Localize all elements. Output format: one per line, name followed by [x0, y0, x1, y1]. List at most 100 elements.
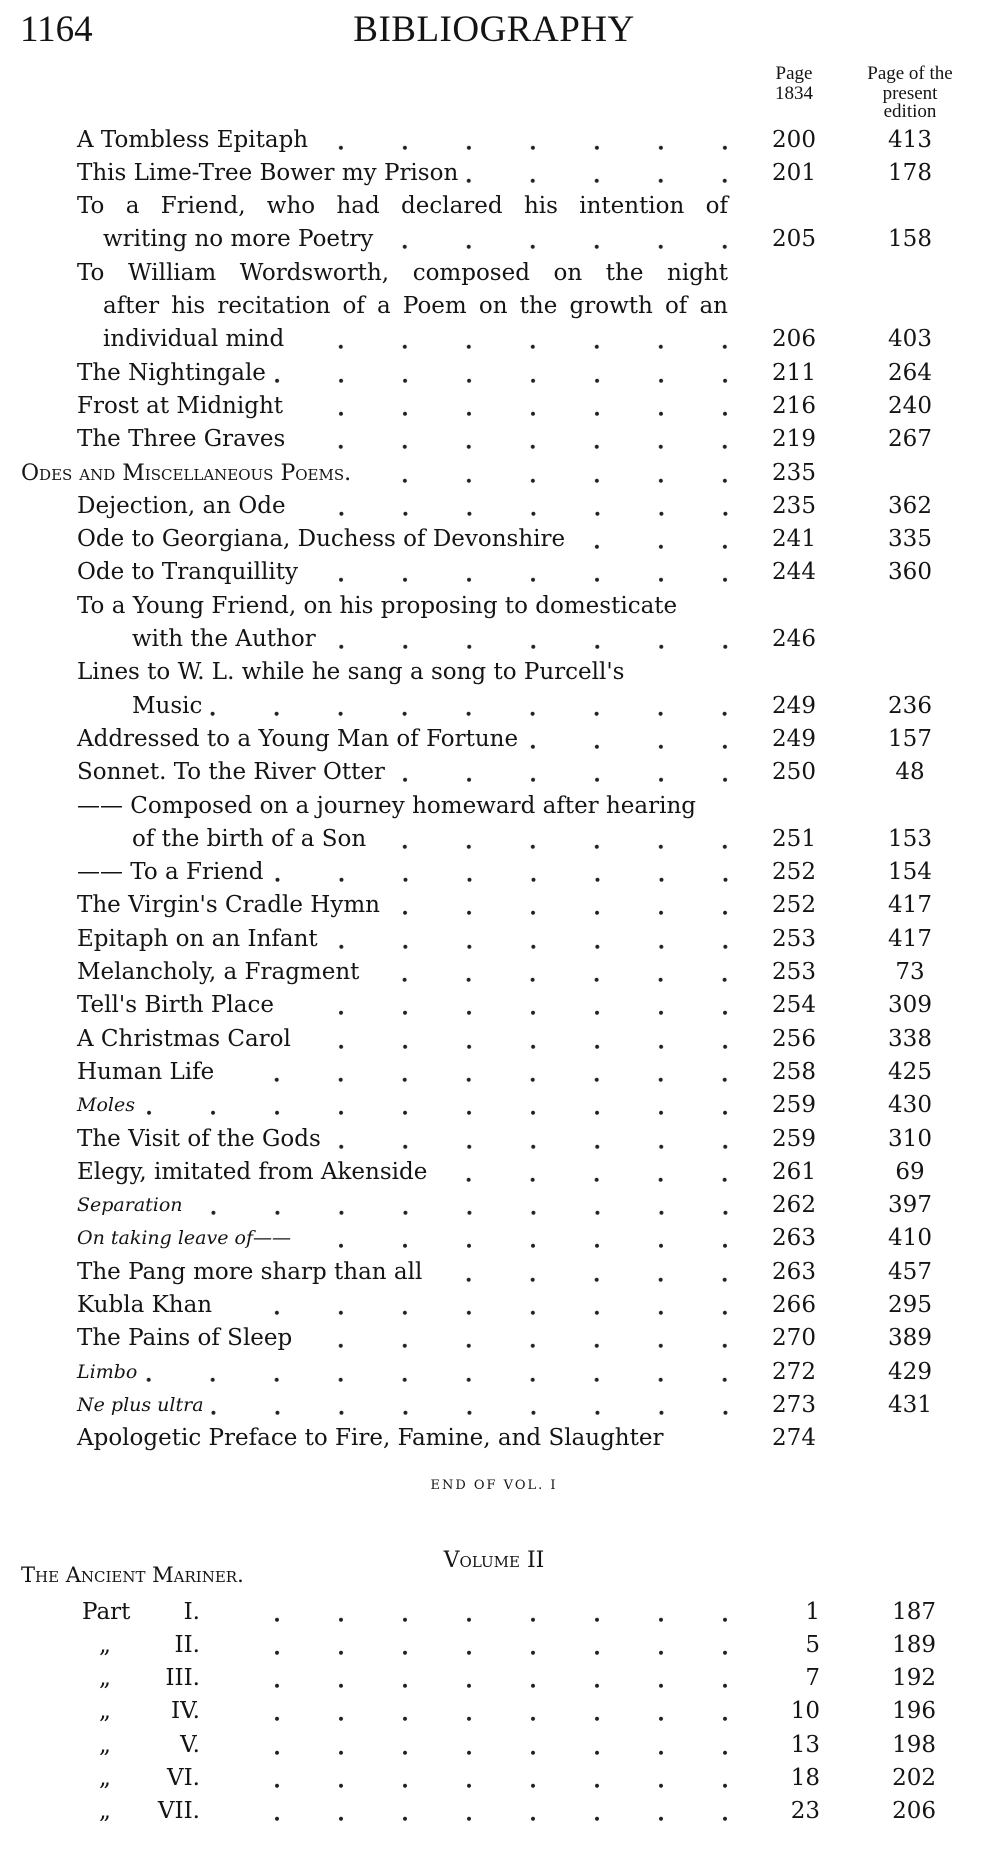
toc-entry: Frost at Midnight — [77, 389, 728, 423]
dot-leader — [291, 423, 728, 457]
end-of-volume-note: END OF VOL. I — [430, 1478, 558, 1493]
part-numeral: V. — [180, 1731, 200, 1758]
part-numeral: II. — [174, 1631, 200, 1658]
page-present-edition: 389 — [888, 1325, 932, 1352]
toc-entry: —— Composed on a journey homeward after … — [77, 790, 696, 823]
dot-leader — [216, 1762, 728, 1795]
part-label: Part — [82, 1598, 131, 1625]
entry-title: Separation — [77, 1194, 183, 1217]
dot-leader — [296, 1022, 728, 1056]
column-header-present-edition: Page of the present edition — [850, 64, 970, 122]
page-1834: 250 — [772, 759, 816, 786]
page-present-edition: 362 — [888, 492, 932, 519]
page-1834: 261 — [772, 1158, 816, 1185]
toc-entry: Odes and Miscellaneous Poems. — [21, 456, 728, 490]
entry-title: To a Friend, who had declared his intent… — [77, 193, 728, 220]
entry-title: This Lime-Tree Bower my Prison — [77, 159, 459, 186]
entry-title: Moles — [77, 1094, 135, 1117]
page-1834: 219 — [772, 426, 816, 453]
toc-entry: Sonnet. To the River Otter — [77, 756, 728, 790]
column-header-line: Page of the — [867, 63, 953, 84]
page-present-edition: 154 — [888, 859, 932, 886]
ditto-mark: „ — [99, 1731, 111, 1758]
toc-entry: Addressed to a Young Man of Fortune — [77, 722, 728, 756]
dot-leader — [216, 1628, 728, 1662]
page-1834: 252 — [772, 892, 816, 919]
page-1834: 273 — [772, 1391, 816, 1418]
page-1834: 256 — [772, 1025, 816, 1052]
page-present-edition: 189 — [892, 1631, 936, 1658]
part-numeral: I. — [183, 1598, 200, 1625]
page-present-edition: 335 — [888, 526, 932, 553]
entry-title: The Pang more sharp than all — [77, 1258, 423, 1285]
toc-entry: To a Young Friend, on his proposing to d… — [77, 590, 677, 623]
ditto-mark: „ — [99, 1665, 111, 1692]
page-1834: 10 — [790, 1698, 820, 1725]
page-1834: 253 — [772, 925, 816, 952]
part-numeral: VII. — [157, 1798, 200, 1825]
entry-title: The Visit of the Gods — [77, 1125, 321, 1152]
page-present-edition: 338 — [888, 1025, 932, 1052]
toc-entry: A Christmas Carol — [77, 1022, 728, 1056]
entry-title: Music — [132, 692, 203, 719]
dot-leader — [216, 1728, 728, 1762]
dot-leader — [428, 1255, 728, 1289]
page-present-edition: 457 — [888, 1258, 932, 1285]
page-present-edition: 360 — [888, 559, 932, 586]
dot-leader — [218, 1289, 728, 1322]
page-1834: 1 — [805, 1598, 820, 1625]
toc-entry: Dejection, an Ode — [77, 489, 728, 523]
page-1834: 254 — [772, 992, 816, 1019]
entry-title: The Virgin's Cradle Hymn — [77, 892, 380, 919]
page-present-edition: 309 — [888, 992, 932, 1019]
page-1834: 5 — [805, 1631, 820, 1658]
entry-title: Elegy, imitated from Akenside — [77, 1158, 428, 1185]
toc-entry: Melancholy, a Fragment — [77, 956, 728, 989]
dot-leader — [220, 1055, 728, 1089]
volume-2-heading: Volume II — [443, 1548, 545, 1573]
dot-leader — [385, 889, 728, 923]
dot-leader-row — [210, 1728, 728, 1762]
part-numeral: IV. — [171, 1698, 200, 1725]
entry-title: writing no more Poetry — [103, 226, 374, 253]
dot-leader — [216, 1695, 728, 1729]
page-1834: 246 — [772, 626, 816, 652]
part-numeral: III. — [165, 1665, 200, 1692]
ditto-mark: „ — [99, 1798, 111, 1825]
page-present-edition: 425 — [888, 1058, 932, 1085]
toc-entry: writing no more Poetry — [103, 223, 728, 257]
entry-title: Ne plus ultra — [77, 1393, 204, 1416]
entry-title: Lines to W. L. while he sang a song to P… — [77, 659, 625, 686]
entry-title: —— To a Friend — [77, 859, 264, 886]
toc-entry: Human Life — [77, 1055, 728, 1089]
toc-entry: of the birth of a Son — [132, 822, 728, 856]
dot-leader-row — [210, 1662, 728, 1696]
page-1834: 216 — [772, 392, 816, 419]
toc-entry: The Visit of the Gods — [77, 1122, 728, 1156]
page-1834: 272 — [772, 1358, 816, 1385]
page-present-edition: 192 — [892, 1665, 936, 1692]
toc-entry: The Three Graves — [77, 423, 728, 457]
entry-title: after his recitation of a Poem on the gr… — [103, 293, 728, 319]
toc-entry: Ode to Tranquillity — [77, 556, 728, 590]
entry-title: Tell's Birth Place — [77, 992, 274, 1019]
column-header-line: 1834 — [775, 83, 813, 104]
dot-leader — [303, 556, 728, 590]
toc-entry: The Nightingale — [77, 356, 728, 390]
toc-entry: Epitaph on an Infant — [77, 922, 728, 956]
toc-entry: Lines to W. L. while he sang a song to P… — [77, 656, 624, 689]
toc-entry: —— To a Friend — [77, 856, 728, 890]
entry-title: To a Young Friend, on his proposing to d… — [77, 592, 678, 619]
ditto-mark: „ — [99, 1631, 111, 1658]
page-present-edition: 206 — [892, 1798, 936, 1825]
page-1834: 201 — [772, 159, 816, 186]
page-1834: 274 — [772, 1425, 816, 1452]
page-present-edition: 431 — [888, 1391, 932, 1418]
dot-leader — [143, 1355, 728, 1389]
page-present-edition: 178 — [888, 159, 932, 186]
page-1834: 262 — [772, 1192, 816, 1219]
section-heading: The Ancient Mariner. — [21, 1563, 244, 1587]
dot-leader — [208, 689, 728, 723]
page-1834: 259 — [772, 1125, 816, 1152]
entry-title: individual mind — [103, 326, 285, 353]
